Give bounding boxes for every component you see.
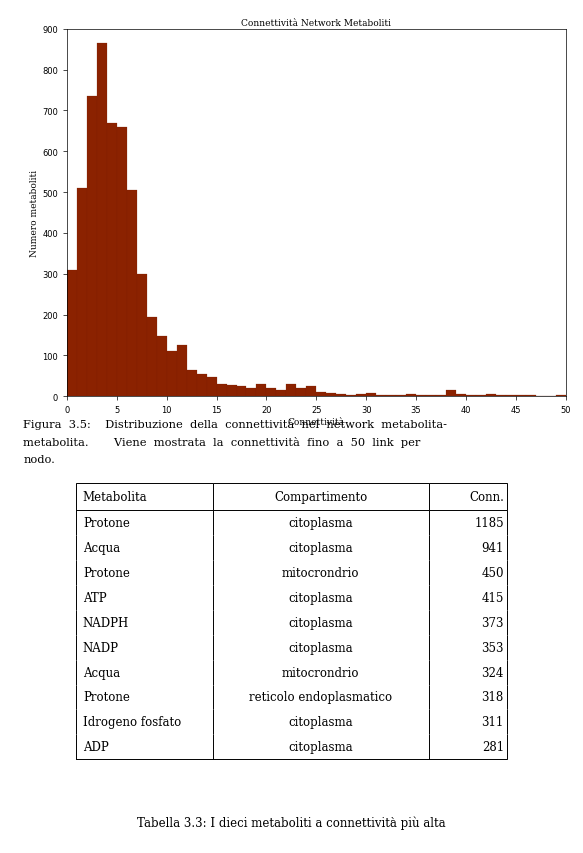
Bar — [257, 385, 266, 397]
Bar — [237, 386, 247, 397]
Bar — [366, 393, 376, 397]
Bar — [187, 370, 196, 397]
Bar — [217, 385, 227, 397]
Bar — [456, 395, 466, 397]
Text: Tabella 3.3: I dieci metaboliti a connettività più alta: Tabella 3.3: I dieci metaboliti a connet… — [137, 815, 446, 829]
Bar — [147, 317, 157, 397]
Bar — [276, 391, 286, 397]
Bar — [196, 374, 206, 397]
Bar — [306, 386, 316, 397]
Bar — [97, 44, 107, 397]
Bar — [87, 97, 97, 397]
Bar — [247, 388, 257, 397]
Bar — [117, 128, 127, 397]
Bar — [486, 395, 496, 397]
Text: nodo.: nodo. — [23, 455, 55, 465]
Bar — [466, 396, 476, 397]
Bar — [296, 388, 306, 397]
Bar — [356, 395, 366, 397]
Bar — [326, 393, 336, 397]
Text: Figura  3.5:    Distribuzione  della  connettività  nel  network  metabolita-: Figura 3.5: Distribuzione della connetti… — [23, 419, 447, 430]
Bar — [157, 336, 167, 397]
Bar — [77, 189, 87, 397]
Bar — [317, 392, 326, 397]
Bar — [346, 396, 356, 397]
Bar — [336, 395, 346, 397]
Bar — [107, 124, 117, 397]
Bar — [446, 391, 456, 397]
Text: metabolita.       Viene  mostrata  la  connettività  fino  a  50  link  per: metabolita. Viene mostrata la connettivi… — [23, 437, 421, 448]
Title: Connettività Network Metaboliti: Connettività Network Metaboliti — [241, 19, 391, 27]
Bar — [67, 270, 77, 397]
Bar — [177, 345, 187, 397]
Bar — [286, 385, 296, 397]
Bar — [127, 191, 137, 397]
Bar — [376, 396, 386, 397]
X-axis label: Connettività: Connettività — [288, 417, 345, 426]
Bar — [167, 351, 177, 397]
Bar — [227, 386, 237, 397]
Bar — [206, 377, 217, 397]
Bar — [266, 388, 276, 397]
Y-axis label: Numero metaboliti: Numero metaboliti — [30, 170, 40, 257]
Bar — [137, 275, 147, 397]
Bar — [416, 396, 426, 397]
Bar — [406, 395, 416, 397]
Bar — [556, 396, 566, 397]
